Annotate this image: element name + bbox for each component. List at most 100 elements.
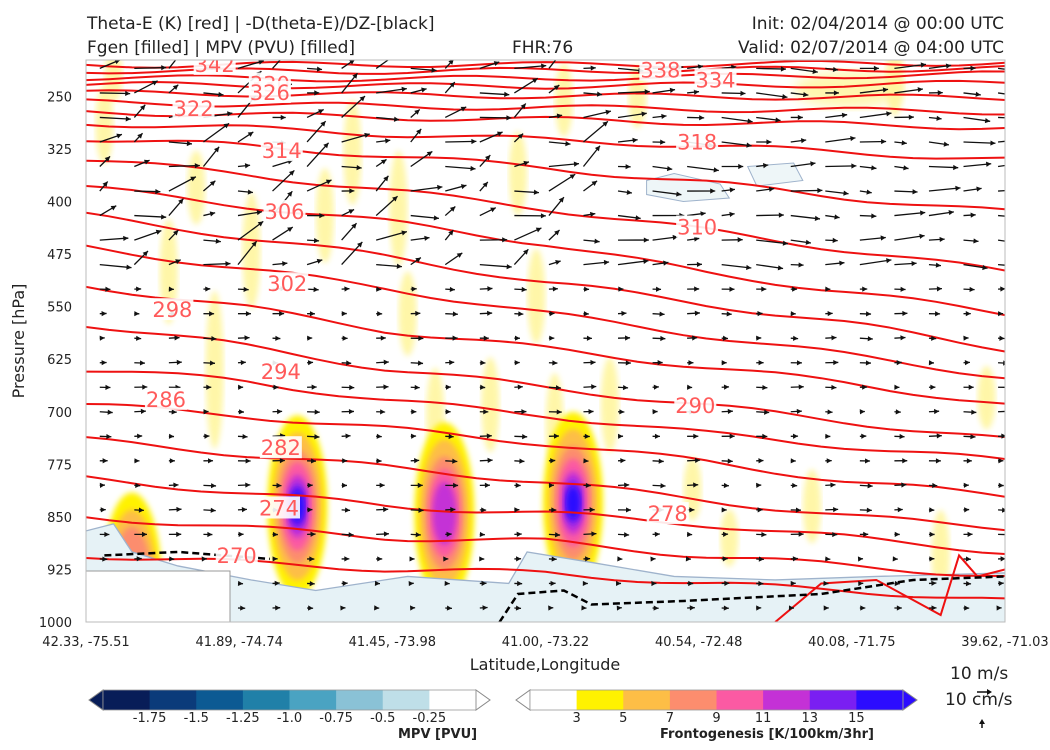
wind-vector-head bbox=[310, 458, 317, 464]
wind-vector-head bbox=[721, 360, 727, 366]
wind-vector-head bbox=[867, 483, 873, 489]
wind-vector-head bbox=[881, 138, 887, 145]
theta-e-line bbox=[86, 370, 1005, 460]
wind-vector-head bbox=[555, 385, 561, 391]
wind-vector-head bbox=[533, 189, 539, 195]
wind-vector-head bbox=[1000, 286, 1005, 292]
wind-vector-head bbox=[173, 482, 179, 488]
wind-vector-head bbox=[448, 60, 454, 65]
wind-vector-head bbox=[998, 458, 1004, 464]
colorbar-tick-label: 9 bbox=[712, 711, 720, 726]
fgen-streak bbox=[977, 366, 996, 430]
wind-vector-head bbox=[968, 384, 974, 390]
wind-vector-head bbox=[135, 482, 141, 489]
contour-label-bg bbox=[263, 200, 306, 223]
wind-vector-head bbox=[243, 286, 249, 293]
wind-vector-head bbox=[172, 84, 179, 90]
wind-vector-head bbox=[272, 531, 278, 538]
wind-vector-head bbox=[550, 580, 556, 587]
wind-vector-head bbox=[756, 335, 762, 341]
wind-vector-head bbox=[797, 114, 803, 121]
wind-vector-head bbox=[209, 311, 215, 317]
wind-vector-head bbox=[520, 103, 526, 110]
wind-vector-head bbox=[661, 113, 667, 120]
wind-vector-head bbox=[963, 482, 969, 488]
wind-vector-head bbox=[583, 311, 589, 317]
x-tick-label: 41.00, -73.22 bbox=[502, 635, 589, 650]
wind-vector-head bbox=[617, 556, 623, 562]
wind-vector-head bbox=[194, 163, 200, 169]
colorbar-swatch bbox=[103, 690, 151, 710]
wind-vector-head bbox=[238, 409, 244, 415]
wind-vector-head bbox=[310, 531, 316, 537]
wind-vector-head bbox=[917, 87, 923, 93]
fgen-streak bbox=[242, 192, 261, 309]
wind-vector-head bbox=[762, 384, 768, 391]
fgen-streak bbox=[554, 62, 573, 137]
wind-vector-head bbox=[470, 165, 476, 172]
wind-vector-head bbox=[325, 179, 332, 185]
wind-vector-head bbox=[342, 580, 348, 586]
wind-vector-head bbox=[359, 96, 366, 102]
wind-vector-head bbox=[796, 360, 802, 366]
wind-vector-head bbox=[672, 234, 678, 241]
wind-vector bbox=[894, 63, 927, 70]
wind-vector-head bbox=[882, 87, 889, 93]
theta-e-line bbox=[86, 185, 1005, 317]
wind-vector-head bbox=[100, 507, 106, 513]
wind-vector-head bbox=[471, 138, 477, 145]
wind-vector-head bbox=[142, 384, 148, 390]
wind-vector-head bbox=[396, 51, 402, 56]
wind-vector-head bbox=[364, 132, 370, 138]
wind-vector-head bbox=[685, 556, 691, 562]
wind-vector-head bbox=[345, 433, 351, 439]
wind-vector-head bbox=[857, 556, 864, 562]
wind-vector-head bbox=[190, 176, 196, 182]
contour-label-bg bbox=[259, 436, 302, 459]
wind-vector-head bbox=[843, 190, 849, 196]
wind-vector-head bbox=[693, 433, 699, 439]
wind-vector-head bbox=[493, 61, 500, 67]
wind-vector-head bbox=[383, 384, 389, 390]
wind-vector-head bbox=[556, 113, 563, 119]
fgen-streak bbox=[205, 290, 224, 449]
wind-vector-head bbox=[740, 90, 746, 96]
x-tick-label: 40.54, -72.48 bbox=[655, 635, 742, 650]
wind-vector-head bbox=[1000, 556, 1005, 562]
wind-vector-head bbox=[618, 286, 624, 292]
wind-vector-head bbox=[618, 433, 624, 439]
contour-label: 310 bbox=[677, 215, 717, 239]
wind-vector-head bbox=[186, 140, 192, 147]
wind-vector-head bbox=[340, 605, 346, 611]
wind-vector-head bbox=[782, 240, 788, 246]
wind-vector-head bbox=[833, 506, 839, 513]
wind-vector-head bbox=[756, 605, 762, 611]
wind-vector-head bbox=[935, 262, 941, 268]
wind-vector-head bbox=[653, 384, 659, 390]
colorbar-swatch bbox=[382, 690, 430, 710]
colorbar-tick-label: -1.5 bbox=[184, 711, 209, 726]
wind-vector-head bbox=[585, 556, 591, 562]
wind-vector bbox=[859, 112, 892, 119]
wind-vector-head bbox=[963, 335, 969, 341]
colorbar-swatch bbox=[289, 690, 337, 710]
wind-vector bbox=[894, 211, 926, 217]
wind-vector bbox=[445, 165, 476, 170]
wind-vector-head bbox=[174, 335, 180, 341]
wind-vector-head bbox=[591, 531, 597, 537]
wind-vector-head bbox=[401, 230, 407, 236]
wind-vector-head bbox=[341, 311, 347, 317]
wind-vector bbox=[99, 92, 131, 95]
wind-vector-head bbox=[452, 311, 458, 317]
wind-vector-head bbox=[140, 104, 146, 111]
wind-vector-head bbox=[514, 507, 520, 513]
wind-vector-head bbox=[134, 311, 140, 317]
wind-vector-head bbox=[532, 78, 538, 84]
wind-vector-head bbox=[450, 507, 456, 513]
wind-vector-head bbox=[798, 531, 804, 537]
wind-vector-head bbox=[211, 336, 217, 342]
wind-vector-head bbox=[240, 359, 246, 366]
wind-vector-head bbox=[692, 335, 698, 341]
wind-vector-head bbox=[624, 482, 630, 488]
wind-vector-head bbox=[456, 252, 463, 258]
